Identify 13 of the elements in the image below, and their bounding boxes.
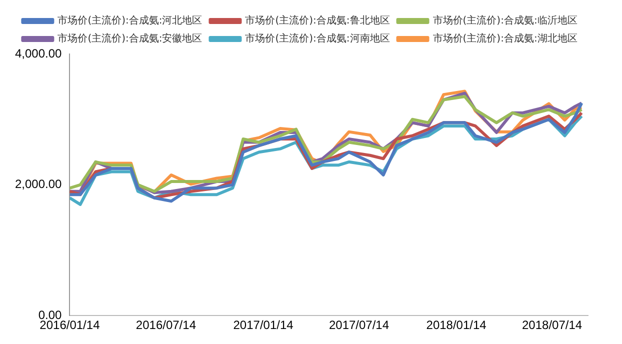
x-tick-label: 2017/07/14 [328, 318, 390, 332]
legend-label: 市场价(主流价):合成氨:安徽地区 [58, 32, 202, 45]
legend-label: 市场价(主流价):合成氨:临沂地区 [432, 14, 578, 27]
x-tick-label: 2018/01/14 [426, 318, 487, 332]
legend-label: 市场价(主流价):合成氨:河南地区 [245, 32, 390, 45]
x-tick-label: 2018/07/14 [522, 318, 582, 332]
x-tick-label: 2016/07/14 [136, 318, 196, 332]
x-tick-label: 2017/01/14 [233, 318, 294, 332]
legend-label: 市场价(主流价):合成氨:鲁北地区 [245, 14, 390, 27]
legend-label: 市场价(主流价):合成氨:河北地区 [58, 14, 202, 27]
legend-label: 市场价(主流价):合成氨:湖北地区 [432, 32, 578, 45]
y-tick-label: 4,000.00 [14, 46, 62, 60]
y-tick-label: 2,000.00 [14, 177, 62, 192]
